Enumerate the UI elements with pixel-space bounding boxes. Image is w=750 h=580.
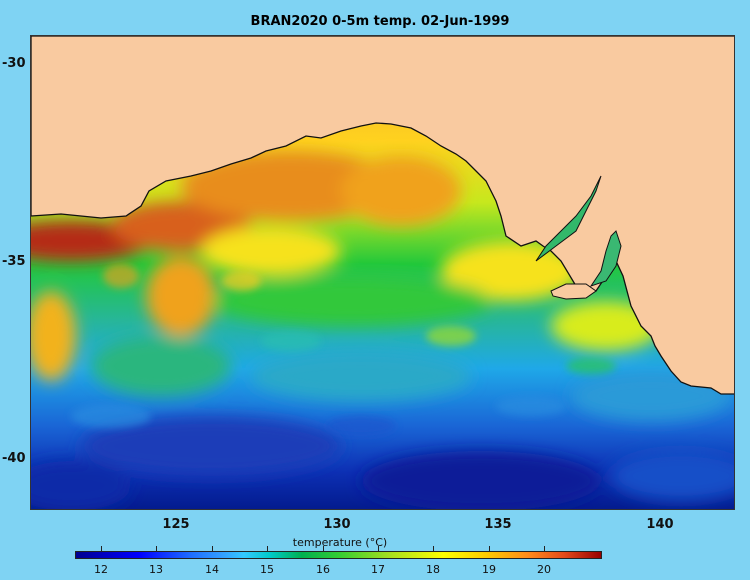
colorbar-tick-label: 13: [149, 563, 163, 576]
colorbar-tick-label: 14: [205, 563, 219, 576]
lat-tick-label: -30: [2, 56, 26, 71]
colorbar-label: temperature (°C): [292, 536, 388, 549]
spencer-gulf: [535, 175, 602, 262]
gulf-st-vincent: [589, 230, 622, 287]
colorbar-tick-mark: [212, 546, 213, 551]
colorbar-tick-mark: [378, 546, 379, 551]
land-mass: [31, 36, 734, 395]
colorbar-tick-mark: [156, 546, 157, 551]
colorbar-tick-mark: [544, 546, 545, 551]
sea-surface-temperature-map: [30, 35, 735, 510]
colorbar-tick-mark: [101, 546, 102, 551]
colorbar-tick-mark: [267, 546, 268, 551]
lon-tick-label: 125: [162, 517, 190, 532]
kangaroo-island: [550, 283, 597, 300]
lon-tick-label: 130: [323, 517, 351, 532]
colorbar-tick-label: 20: [537, 563, 551, 576]
temperature-features: [31, 151, 734, 509]
chart-title: BRAN2020 0-5m temp. 02-Jun-1999: [250, 14, 510, 29]
eddy-details: [71, 264, 616, 436]
colorbar-tick-label: 16: [316, 563, 330, 576]
colorbar-tick-label: 17: [371, 563, 385, 576]
lat-tick-label: -35: [2, 254, 26, 269]
colorbar-tick-mark: [489, 546, 490, 551]
colorbar-tick-label: 12: [94, 563, 108, 576]
lat-tick-label: -40: [2, 451, 26, 466]
colorbar-tick-mark: [433, 546, 434, 551]
colorbar-tick-label: 15: [260, 563, 274, 576]
colorbar-tick-label: 19: [482, 563, 496, 576]
colorbar: [75, 551, 602, 559]
colorbar-tick-label: 18: [426, 563, 440, 576]
colorbar-tick-mark: [323, 546, 324, 551]
lon-tick-label: 135: [484, 517, 512, 532]
lon-tick-label: 140: [646, 517, 674, 532]
